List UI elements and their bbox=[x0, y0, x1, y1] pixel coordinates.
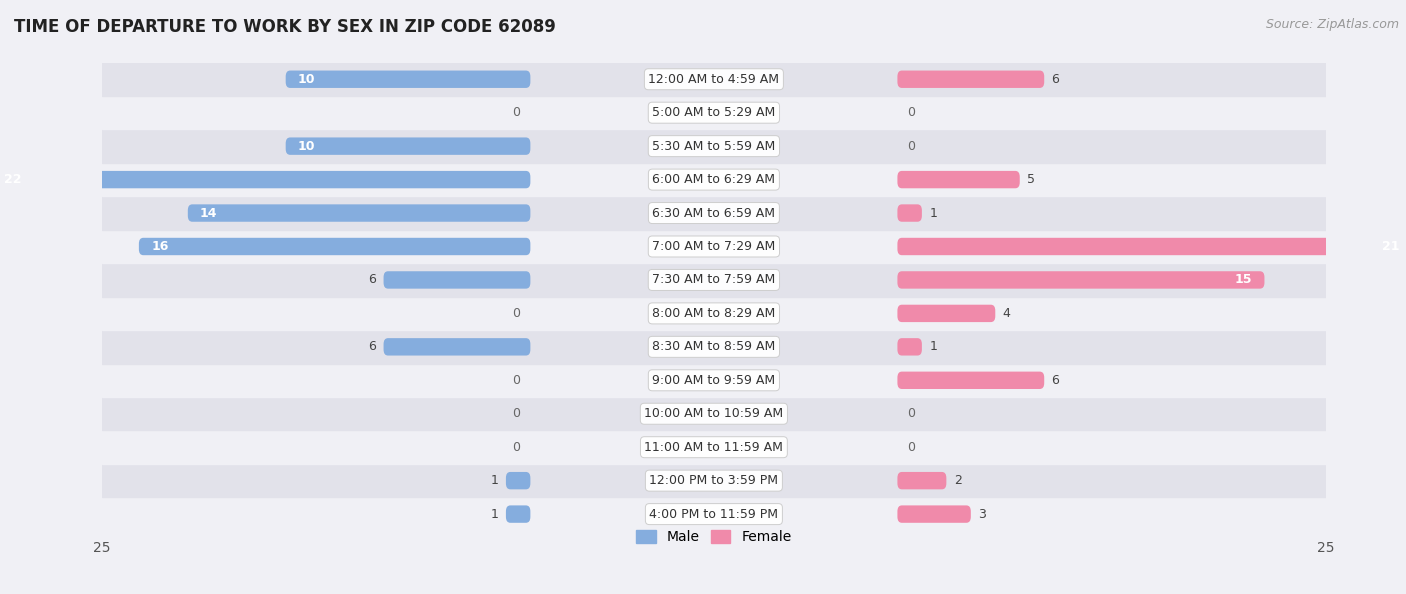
Text: 12:00 AM to 4:59 AM: 12:00 AM to 4:59 AM bbox=[648, 72, 779, 86]
Text: 14: 14 bbox=[200, 207, 218, 220]
Text: 5: 5 bbox=[1028, 173, 1035, 186]
Text: 1: 1 bbox=[929, 207, 936, 220]
FancyBboxPatch shape bbox=[285, 137, 530, 155]
Bar bbox=[103, 296, 1326, 330]
Text: 21: 21 bbox=[1382, 240, 1399, 253]
Text: 12:00 PM to 3:59 PM: 12:00 PM to 3:59 PM bbox=[650, 474, 779, 487]
FancyBboxPatch shape bbox=[897, 238, 1406, 255]
FancyBboxPatch shape bbox=[897, 372, 1045, 389]
FancyBboxPatch shape bbox=[897, 338, 922, 356]
FancyBboxPatch shape bbox=[139, 238, 530, 255]
Text: 0: 0 bbox=[907, 441, 915, 454]
Text: 22: 22 bbox=[4, 173, 22, 186]
Text: 4:00 PM to 11:59 PM: 4:00 PM to 11:59 PM bbox=[650, 508, 779, 520]
Text: 6: 6 bbox=[368, 340, 377, 353]
Text: 6:30 AM to 6:59 AM: 6:30 AM to 6:59 AM bbox=[652, 207, 775, 220]
Text: 6: 6 bbox=[1052, 374, 1060, 387]
Text: 5:30 AM to 5:59 AM: 5:30 AM to 5:59 AM bbox=[652, 140, 776, 153]
Text: 0: 0 bbox=[513, 106, 520, 119]
Text: 15: 15 bbox=[1234, 273, 1253, 286]
Bar bbox=[103, 62, 1326, 96]
Bar bbox=[103, 397, 1326, 431]
Text: 11:00 AM to 11:59 AM: 11:00 AM to 11:59 AM bbox=[644, 441, 783, 454]
Text: 7:00 AM to 7:29 AM: 7:00 AM to 7:29 AM bbox=[652, 240, 776, 253]
Text: 6:00 AM to 6:29 AM: 6:00 AM to 6:29 AM bbox=[652, 173, 775, 186]
Text: 0: 0 bbox=[907, 106, 915, 119]
FancyBboxPatch shape bbox=[897, 271, 1264, 289]
Bar bbox=[103, 197, 1326, 230]
Text: 1: 1 bbox=[491, 508, 499, 520]
Text: 5:00 AM to 5:29 AM: 5:00 AM to 5:29 AM bbox=[652, 106, 776, 119]
FancyBboxPatch shape bbox=[506, 472, 530, 489]
Bar bbox=[103, 129, 1326, 163]
Bar bbox=[103, 230, 1326, 263]
Text: 0: 0 bbox=[907, 140, 915, 153]
Bar bbox=[103, 263, 1326, 296]
Bar bbox=[103, 464, 1326, 497]
Text: 0: 0 bbox=[513, 307, 520, 320]
FancyBboxPatch shape bbox=[897, 505, 970, 523]
Bar bbox=[103, 96, 1326, 129]
Bar bbox=[103, 330, 1326, 364]
Text: 7:30 AM to 7:59 AM: 7:30 AM to 7:59 AM bbox=[652, 273, 776, 286]
Text: 1: 1 bbox=[491, 474, 499, 487]
Text: 6: 6 bbox=[1052, 72, 1060, 86]
FancyBboxPatch shape bbox=[897, 71, 1045, 88]
Text: 8:00 AM to 8:29 AM: 8:00 AM to 8:29 AM bbox=[652, 307, 776, 320]
Text: 2: 2 bbox=[953, 474, 962, 487]
FancyBboxPatch shape bbox=[897, 472, 946, 489]
Text: 16: 16 bbox=[150, 240, 169, 253]
Text: 1: 1 bbox=[929, 340, 936, 353]
Text: 3: 3 bbox=[979, 508, 986, 520]
Text: 6: 6 bbox=[368, 273, 377, 286]
Text: 0: 0 bbox=[513, 441, 520, 454]
FancyBboxPatch shape bbox=[188, 204, 530, 222]
FancyBboxPatch shape bbox=[384, 271, 530, 289]
Text: 0: 0 bbox=[513, 407, 520, 420]
FancyBboxPatch shape bbox=[897, 171, 1019, 188]
Text: 10: 10 bbox=[298, 72, 315, 86]
Text: 4: 4 bbox=[1002, 307, 1011, 320]
Text: Source: ZipAtlas.com: Source: ZipAtlas.com bbox=[1265, 18, 1399, 31]
Text: 9:00 AM to 9:59 AM: 9:00 AM to 9:59 AM bbox=[652, 374, 776, 387]
Bar bbox=[103, 163, 1326, 197]
Text: TIME OF DEPARTURE TO WORK BY SEX IN ZIP CODE 62089: TIME OF DEPARTURE TO WORK BY SEX IN ZIP … bbox=[14, 18, 555, 36]
Text: 10: 10 bbox=[298, 140, 315, 153]
FancyBboxPatch shape bbox=[897, 204, 922, 222]
FancyBboxPatch shape bbox=[384, 338, 530, 356]
FancyBboxPatch shape bbox=[506, 505, 530, 523]
Text: 10:00 AM to 10:59 AM: 10:00 AM to 10:59 AM bbox=[644, 407, 783, 420]
FancyBboxPatch shape bbox=[897, 305, 995, 322]
Bar bbox=[103, 497, 1326, 531]
Bar bbox=[103, 431, 1326, 464]
Text: 0: 0 bbox=[513, 374, 520, 387]
FancyBboxPatch shape bbox=[285, 71, 530, 88]
Text: 0: 0 bbox=[907, 407, 915, 420]
Text: 8:30 AM to 8:59 AM: 8:30 AM to 8:59 AM bbox=[652, 340, 776, 353]
Bar bbox=[103, 364, 1326, 397]
Legend: Male, Female: Male, Female bbox=[631, 525, 797, 549]
FancyBboxPatch shape bbox=[0, 171, 530, 188]
